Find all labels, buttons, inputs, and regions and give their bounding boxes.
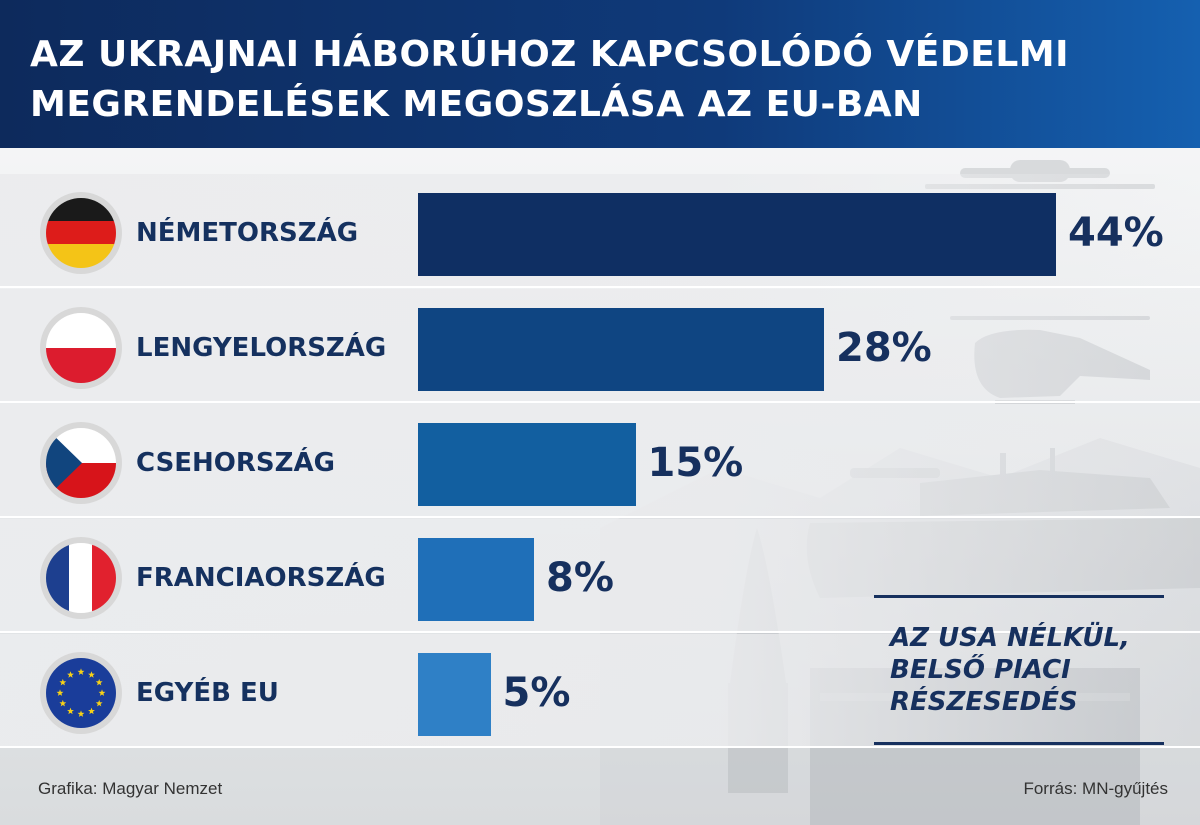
data-label: 8% bbox=[546, 555, 614, 601]
bar bbox=[418, 193, 1056, 276]
source-credit: Forrás: MN-gyűjtés bbox=[1023, 779, 1168, 798]
chart-title-line-2: MEGRENDELÉSEK MEGOSZLÁSA AZ EU-BAN bbox=[30, 84, 923, 125]
category-label: NÉMETORSZÁG bbox=[136, 218, 359, 248]
note-box: AZ USA NÉLKÜL, BELSŐ PIACI RÉSZESEDÉS bbox=[874, 595, 1164, 745]
bar bbox=[418, 538, 534, 621]
germany-flag-icon bbox=[40, 192, 122, 274]
eu-star-icon bbox=[59, 699, 67, 707]
eu-star-icon bbox=[77, 668, 85, 675]
bar bbox=[418, 308, 824, 391]
eu-star-icon bbox=[98, 689, 106, 696]
chart-title-line-1: AZ UKRAJNAI HÁBORÚHOZ KAPCSOLÓDÓ VÉDELMI bbox=[30, 34, 1070, 75]
eu-star-icon bbox=[95, 678, 103, 686]
eu-star-icon bbox=[88, 707, 95, 715]
chart-row: EGYÉB EU 5% bbox=[0, 634, 1200, 748]
bar bbox=[418, 423, 636, 506]
bar bbox=[418, 653, 491, 736]
france-flag-icon bbox=[40, 537, 122, 619]
chart-row: FRANCIAORSZÁG 8% bbox=[0, 519, 1200, 633]
eu-star-icon bbox=[56, 689, 64, 696]
data-label: 5% bbox=[502, 670, 571, 716]
graphic-credit: Grafika: Magyar Nemzet bbox=[38, 779, 223, 798]
czechia-flag-icon bbox=[40, 422, 122, 504]
category-label: FRANCIAORSZÁG bbox=[136, 563, 386, 593]
category-label: CSEHORSZÁG bbox=[136, 448, 335, 478]
chart-row: NÉMETORSZÁG 44% bbox=[0, 174, 1200, 288]
data-label: 28% bbox=[836, 325, 932, 371]
data-label: 44% bbox=[1068, 210, 1164, 256]
category-label: EGYÉB EU bbox=[136, 678, 279, 708]
eu-star-icon bbox=[95, 699, 103, 707]
eu-star-icon bbox=[67, 707, 74, 715]
chart-row: CSEHORSZÁG 15% bbox=[0, 404, 1200, 518]
note-line: BELSŐ PIACI bbox=[890, 655, 1071, 685]
eu-flag-icon bbox=[40, 652, 122, 734]
eu-star-icon bbox=[59, 678, 67, 686]
poland-flag-icon bbox=[40, 307, 122, 389]
note-line: RÉSZESEDÉS bbox=[890, 687, 1078, 717]
eu-star-icon bbox=[67, 671, 74, 678]
category-label: LENGYELORSZÁG bbox=[136, 333, 387, 363]
chart-row: LENGYELORSZÁG 28% bbox=[0, 289, 1200, 403]
note-line: AZ USA NÉLKÜL, bbox=[890, 623, 1130, 653]
data-label: 15% bbox=[647, 440, 744, 486]
row-background bbox=[0, 519, 1200, 633]
eu-star-icon bbox=[77, 710, 85, 717]
header-banner: AZ UKRAJNAI HÁBORÚHOZ KAPCSOLÓDÓ VÉDELMI… bbox=[0, 0, 1200, 148]
eu-star-icon bbox=[88, 671, 95, 678]
chart-title: AZ UKRAJNAI HÁBORÚHOZ KAPCSOLÓDÓ VÉDELMI… bbox=[30, 30, 1200, 130]
row-background bbox=[0, 634, 1200, 748]
